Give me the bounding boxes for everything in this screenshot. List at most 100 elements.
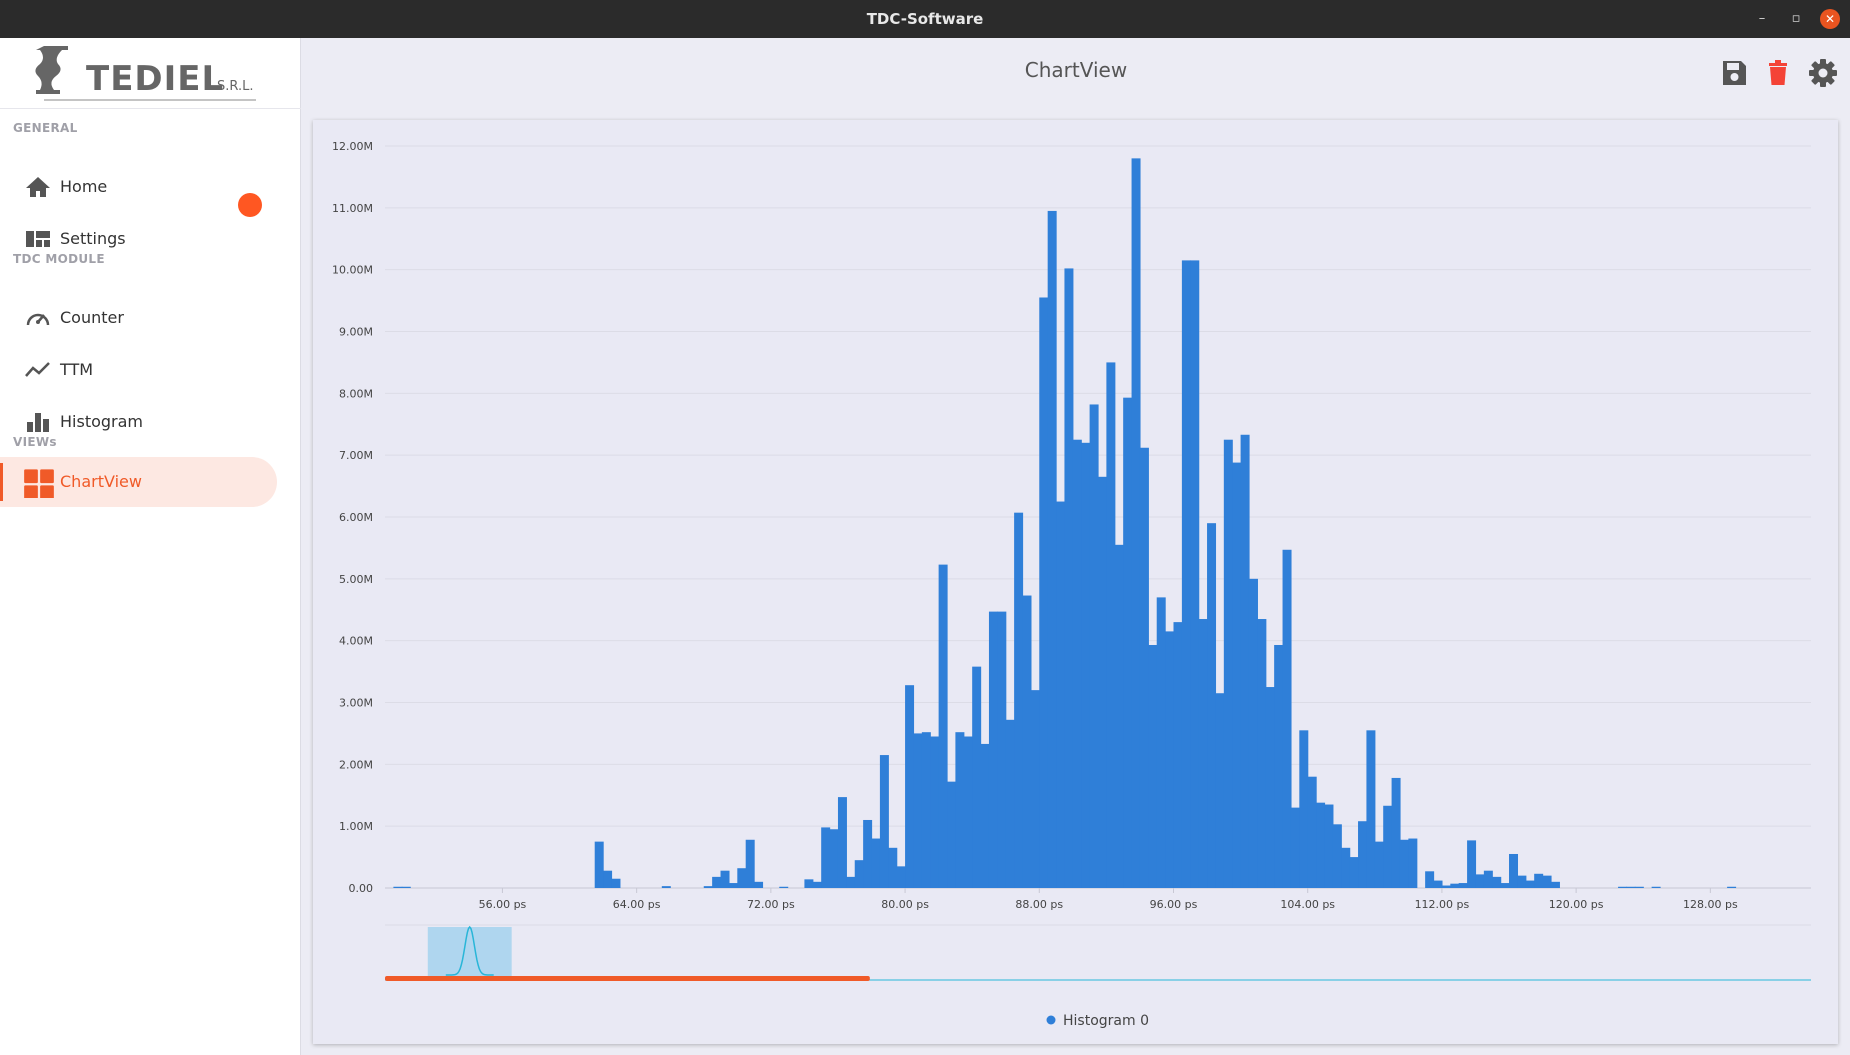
histogram-bar xyxy=(1492,876,1502,888)
navigator-window xyxy=(427,927,512,977)
histogram-bar xyxy=(837,797,847,888)
histogram-bar xyxy=(1408,838,1418,888)
line-chart-icon xyxy=(25,362,50,377)
tediel-logo-icon: TEDIEL S.R.L. xyxy=(35,46,256,101)
histogram-bar xyxy=(1165,631,1175,888)
histogram-bar xyxy=(401,886,411,888)
gear-icon[interactable] xyxy=(1808,58,1838,88)
section-tdc-module: TDC MODULE xyxy=(13,252,105,266)
histogram-bar xyxy=(1517,875,1527,888)
histogram-bar xyxy=(1198,619,1208,888)
histogram-bar xyxy=(1173,622,1183,888)
bar-chart-icon xyxy=(27,413,49,432)
histogram-bar xyxy=(871,838,881,888)
sidebar-item-home[interactable]: Home xyxy=(24,165,274,209)
sidebar-item-chartview[interactable]: ChartView xyxy=(24,460,274,504)
histogram-bars xyxy=(393,158,1737,889)
x-tick-label: 88.00 ps xyxy=(1015,898,1063,911)
sidebar-item-label: Counter xyxy=(60,308,124,327)
y-tick-label: 11.00M xyxy=(332,202,373,215)
histogram-bar xyxy=(980,743,990,888)
sidebar-item-histogram[interactable]: Histogram xyxy=(24,400,274,444)
range-navigator xyxy=(385,924,1811,981)
maximize-button[interactable]: ▫ xyxy=(1791,11,1801,26)
histogram-bar xyxy=(1248,578,1258,888)
histogram-bar xyxy=(1399,839,1409,888)
x-tick-label: 120.00 ps xyxy=(1549,898,1604,911)
histogram-bar xyxy=(1190,260,1200,888)
y-tick-label: 12.00M xyxy=(332,140,373,153)
y-tick-label: 7.00M xyxy=(339,449,373,462)
histogram-bar xyxy=(1324,804,1334,888)
histogram-chart[interactable]: 0.00 1.00M 2.00M 3.00M 4.00M 5.00M 6.00M 7.00M 8… xyxy=(313,120,1838,1044)
histogram-bar xyxy=(1123,397,1133,888)
histogram-bar xyxy=(1181,260,1191,888)
y-tick-label: 0.00 xyxy=(349,882,374,895)
minimize-button[interactable]: – xyxy=(1758,11,1766,26)
sidebar-item-settings[interactable]: Settings xyxy=(24,217,274,261)
y-tick-label: 3.00M xyxy=(339,697,373,710)
histogram-bar xyxy=(1089,404,1099,888)
delete-icon[interactable] xyxy=(1763,58,1793,88)
save-icon[interactable] xyxy=(1719,58,1749,88)
histogram-bar xyxy=(779,886,789,888)
histogram-bar xyxy=(1098,476,1107,888)
x-axis-ticks: 56.00 ps 64.00 ps 72.00 ps 80.00 ps 88.00 ps… xyxy=(479,888,1738,911)
x-tick-label: 112.00 ps xyxy=(1415,898,1470,911)
histogram-bar xyxy=(611,878,621,888)
y-tick-label: 2.00M xyxy=(339,758,373,771)
histogram-bar xyxy=(661,886,671,888)
histogram-bar xyxy=(1425,871,1435,888)
histogram-bar xyxy=(821,827,831,888)
y-tick-label: 4.00M xyxy=(339,635,373,648)
histogram-bar xyxy=(594,841,604,888)
histogram-bar xyxy=(1257,619,1267,888)
active-indicator xyxy=(0,463,3,501)
histogram-bar xyxy=(1634,886,1644,888)
histogram-bar xyxy=(812,881,822,888)
histogram-bar xyxy=(997,611,1007,888)
sidebar-item-ttm[interactable]: TTM xyxy=(24,348,274,392)
histogram-bar xyxy=(1374,841,1384,888)
histogram-bar xyxy=(1550,881,1560,888)
close-button[interactable]: ✕ xyxy=(1820,9,1840,29)
histogram-bar xyxy=(745,839,755,888)
histogram-bar xyxy=(1056,501,1066,888)
histogram-bar xyxy=(1290,807,1300,888)
x-tick-label: 64.00 ps xyxy=(613,898,661,911)
sidebar-item-counter[interactable]: Counter xyxy=(24,296,274,340)
histogram-bar xyxy=(1072,439,1082,888)
histogram-bar xyxy=(905,685,915,888)
histogram-bar xyxy=(947,781,956,888)
y-tick-label: 8.00M xyxy=(339,387,373,400)
grid-view-icon xyxy=(24,469,54,498)
histogram-bar xyxy=(1106,362,1116,888)
histogram-bar xyxy=(913,733,923,888)
histogram-bar xyxy=(1265,687,1275,888)
histogram-bar xyxy=(703,886,713,888)
histogram-bar xyxy=(720,870,730,888)
histogram-bar xyxy=(972,666,982,888)
navigator-scrollbar[interactable] xyxy=(385,976,870,981)
legend-marker xyxy=(1046,1015,1056,1025)
histogram-bar xyxy=(1534,873,1544,888)
histogram-bar xyxy=(1483,870,1493,888)
histogram-bar xyxy=(863,819,873,888)
y-tick-label: 1.00M xyxy=(339,820,373,833)
histogram-bar xyxy=(1148,644,1158,888)
histogram-bar xyxy=(1366,730,1376,888)
histogram-bar xyxy=(1509,853,1519,888)
sidebar-item-label: Home xyxy=(60,177,108,196)
histogram-bar xyxy=(938,564,948,888)
histogram-bar xyxy=(728,883,738,888)
histogram-bar xyxy=(1542,875,1552,888)
histogram-bar xyxy=(1391,777,1401,888)
page-title: ChartView xyxy=(1024,58,1128,82)
histogram-bar xyxy=(846,876,856,888)
histogram-bar xyxy=(1500,883,1510,888)
histogram-bar xyxy=(1358,821,1368,888)
histogram-bar xyxy=(1139,447,1149,888)
histogram-bar xyxy=(1450,883,1460,888)
histogram-bar xyxy=(1467,840,1477,888)
histogram-bar xyxy=(1282,549,1292,888)
